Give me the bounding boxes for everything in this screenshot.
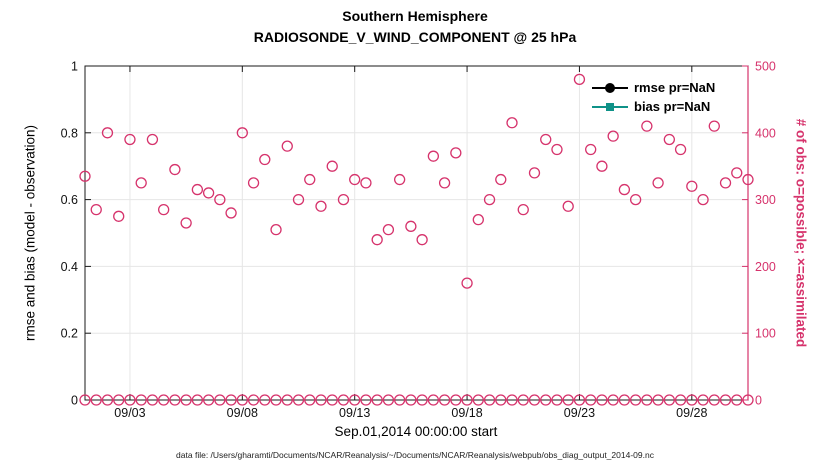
x-axis-label: Sep.01,2014 00:00:00 start bbox=[334, 424, 498, 439]
legend-label-bias: bias pr=NaN bbox=[634, 99, 711, 114]
svg-text:0.4: 0.4 bbox=[61, 260, 78, 274]
data-file-footer: data file: /Users/gharamti/Documents/NCA… bbox=[176, 450, 654, 460]
svg-text:400: 400 bbox=[755, 126, 776, 140]
chart-title-line1: Southern Hemisphere bbox=[342, 8, 488, 24]
right-y-axis-label: # of obs: o=possible; ×=assimilated bbox=[793, 118, 809, 348]
svg-text:0.8: 0.8 bbox=[61, 126, 78, 140]
svg-text:500: 500 bbox=[755, 60, 776, 74]
svg-text:09/23: 09/23 bbox=[564, 406, 595, 420]
svg-text:0.6: 0.6 bbox=[61, 193, 78, 207]
bias-line-square-icon bbox=[592, 101, 628, 113]
svg-text:09/18: 09/18 bbox=[451, 406, 482, 420]
svg-text:0: 0 bbox=[755, 394, 762, 408]
legend-item-bias: bias pr=NaN bbox=[592, 99, 715, 114]
svg-text:0: 0 bbox=[71, 394, 78, 408]
left-y-axis-label: rmse and bias (model - observation) bbox=[22, 124, 38, 342]
svg-text:100: 100 bbox=[755, 327, 776, 341]
svg-text:300: 300 bbox=[755, 193, 776, 207]
svg-text:09/13: 09/13 bbox=[339, 406, 370, 420]
chart-title-line2: RADIOSONDE_V_WIND_COMPONENT @ 25 hPa bbox=[253, 29, 577, 45]
svg-text:09/08: 09/08 bbox=[227, 406, 258, 420]
rmse-line-circle-icon bbox=[592, 82, 628, 94]
svg-text:1: 1 bbox=[71, 60, 78, 74]
legend: rmse pr=NaN bias pr=NaN bbox=[592, 80, 715, 114]
svg-text:09/28: 09/28 bbox=[676, 406, 707, 420]
svg-text:0.2: 0.2 bbox=[61, 327, 78, 341]
legend-item-rmse: rmse pr=NaN bbox=[592, 80, 715, 95]
svg-text:09/03: 09/03 bbox=[114, 406, 145, 420]
svg-text:200: 200 bbox=[755, 260, 776, 274]
legend-label-rmse: rmse pr=NaN bbox=[634, 80, 716, 95]
